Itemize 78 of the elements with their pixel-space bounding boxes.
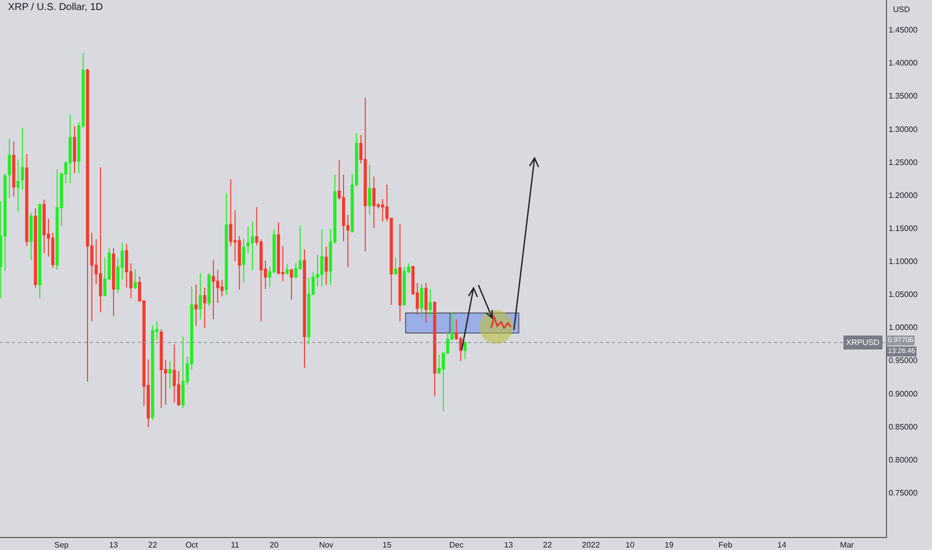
chart-title: XRP / U.S. Dollar, 1D bbox=[8, 2, 103, 13]
x-tick-label: 11 bbox=[230, 540, 240, 550]
y-tick-label: 0.80000 bbox=[888, 455, 918, 464]
y-tick-label: 1.40000 bbox=[888, 58, 918, 68]
candlestick bbox=[290, 268, 294, 300]
x-tick-label: 22 bbox=[148, 540, 158, 550]
candlestick bbox=[25, 154, 28, 247]
x-tick-label: 10 bbox=[626, 540, 635, 550]
y-tick-label: 0.75000 bbox=[888, 488, 918, 498]
candlestick bbox=[181, 336, 185, 409]
candlestick bbox=[16, 158, 20, 212]
candlestick bbox=[42, 199, 46, 254]
candlestick bbox=[68, 114, 72, 184]
y-tick-label: 1.00000 bbox=[888, 323, 918, 332]
x-tick-label: 14 bbox=[777, 540, 787, 550]
x-tick-label: 22 bbox=[543, 540, 553, 550]
candlestick bbox=[172, 344, 176, 404]
candlestick bbox=[56, 168, 59, 270]
y-tick-label: 1.10000 bbox=[888, 257, 918, 266]
x-tick-label: 13 bbox=[109, 540, 119, 550]
y-tick-label: 0.85000 bbox=[888, 422, 918, 432]
x-tick-label: 13 bbox=[504, 540, 514, 550]
candlestick bbox=[168, 360, 172, 389]
candlestick bbox=[207, 272, 211, 307]
x-tick-label: 2022 bbox=[582, 540, 600, 550]
candlestick bbox=[394, 257, 398, 275]
candlestick bbox=[242, 238, 246, 283]
y-tick-label: 1.30000 bbox=[888, 124, 918, 134]
x-tick-label: Oct bbox=[185, 540, 199, 550]
candlestick bbox=[86, 68, 90, 382]
candlestick bbox=[398, 224, 402, 322]
x-tick-label: Feb bbox=[718, 540, 733, 550]
candlestick bbox=[38, 203, 42, 299]
candlestick bbox=[134, 268, 137, 290]
candlestick bbox=[420, 283, 424, 319]
candlestick bbox=[433, 301, 436, 397]
candlestick bbox=[20, 128, 24, 190]
x-tick-label: 15 bbox=[382, 540, 392, 550]
candlestick bbox=[72, 126, 76, 174]
candlestick bbox=[112, 248, 116, 317]
candlestick bbox=[302, 248, 306, 368]
candlestick bbox=[464, 340, 467, 360]
candlestick bbox=[224, 192, 228, 296]
annotation: XRPUSD bbox=[846, 338, 880, 347]
y-tick-label: 1.35000 bbox=[888, 92, 918, 101]
candlestick bbox=[364, 97, 367, 252]
candlestick bbox=[30, 212, 33, 260]
candlestick bbox=[8, 138, 11, 198]
candlestick bbox=[320, 228, 324, 287]
candlestick bbox=[250, 221, 254, 271]
candlestick bbox=[34, 208, 37, 288]
candlestick bbox=[424, 282, 428, 324]
candlestick bbox=[194, 284, 198, 327]
x-tick-label: 19 bbox=[664, 540, 674, 550]
candlestick bbox=[286, 263, 289, 275]
candlestick bbox=[160, 328, 163, 409]
candlestick bbox=[151, 324, 154, 420]
y-tick-label: 1.05000 bbox=[888, 290, 918, 300]
x-tick-label: Dec bbox=[449, 540, 464, 550]
x-tick-label: Nov bbox=[319, 540, 334, 550]
y-tick-label: 0.95000 bbox=[888, 356, 918, 366]
x-tick-label: 20 bbox=[270, 540, 280, 550]
y-tick-label: 1.20000 bbox=[888, 190, 918, 200]
y-tick-label: 0.90000 bbox=[888, 389, 918, 398]
y-tick-label: 1.45000 bbox=[888, 26, 918, 35]
candlestick bbox=[198, 272, 202, 320]
y-tick-label: 1.25000 bbox=[888, 158, 918, 167]
candlestick bbox=[12, 141, 16, 197]
x-tick-label: Mar bbox=[840, 540, 854, 550]
candlestick bbox=[324, 246, 328, 286]
x-tick-label: Sep bbox=[54, 540, 70, 550]
candlestick bbox=[428, 288, 432, 317]
candlestick bbox=[203, 287, 206, 329]
y-tick-label: 1.15000 bbox=[888, 224, 918, 233]
y-axis-title: USD bbox=[893, 5, 910, 14]
candlestick bbox=[402, 266, 406, 306]
candlestick bbox=[98, 166, 102, 313]
candlestick bbox=[368, 164, 372, 216]
